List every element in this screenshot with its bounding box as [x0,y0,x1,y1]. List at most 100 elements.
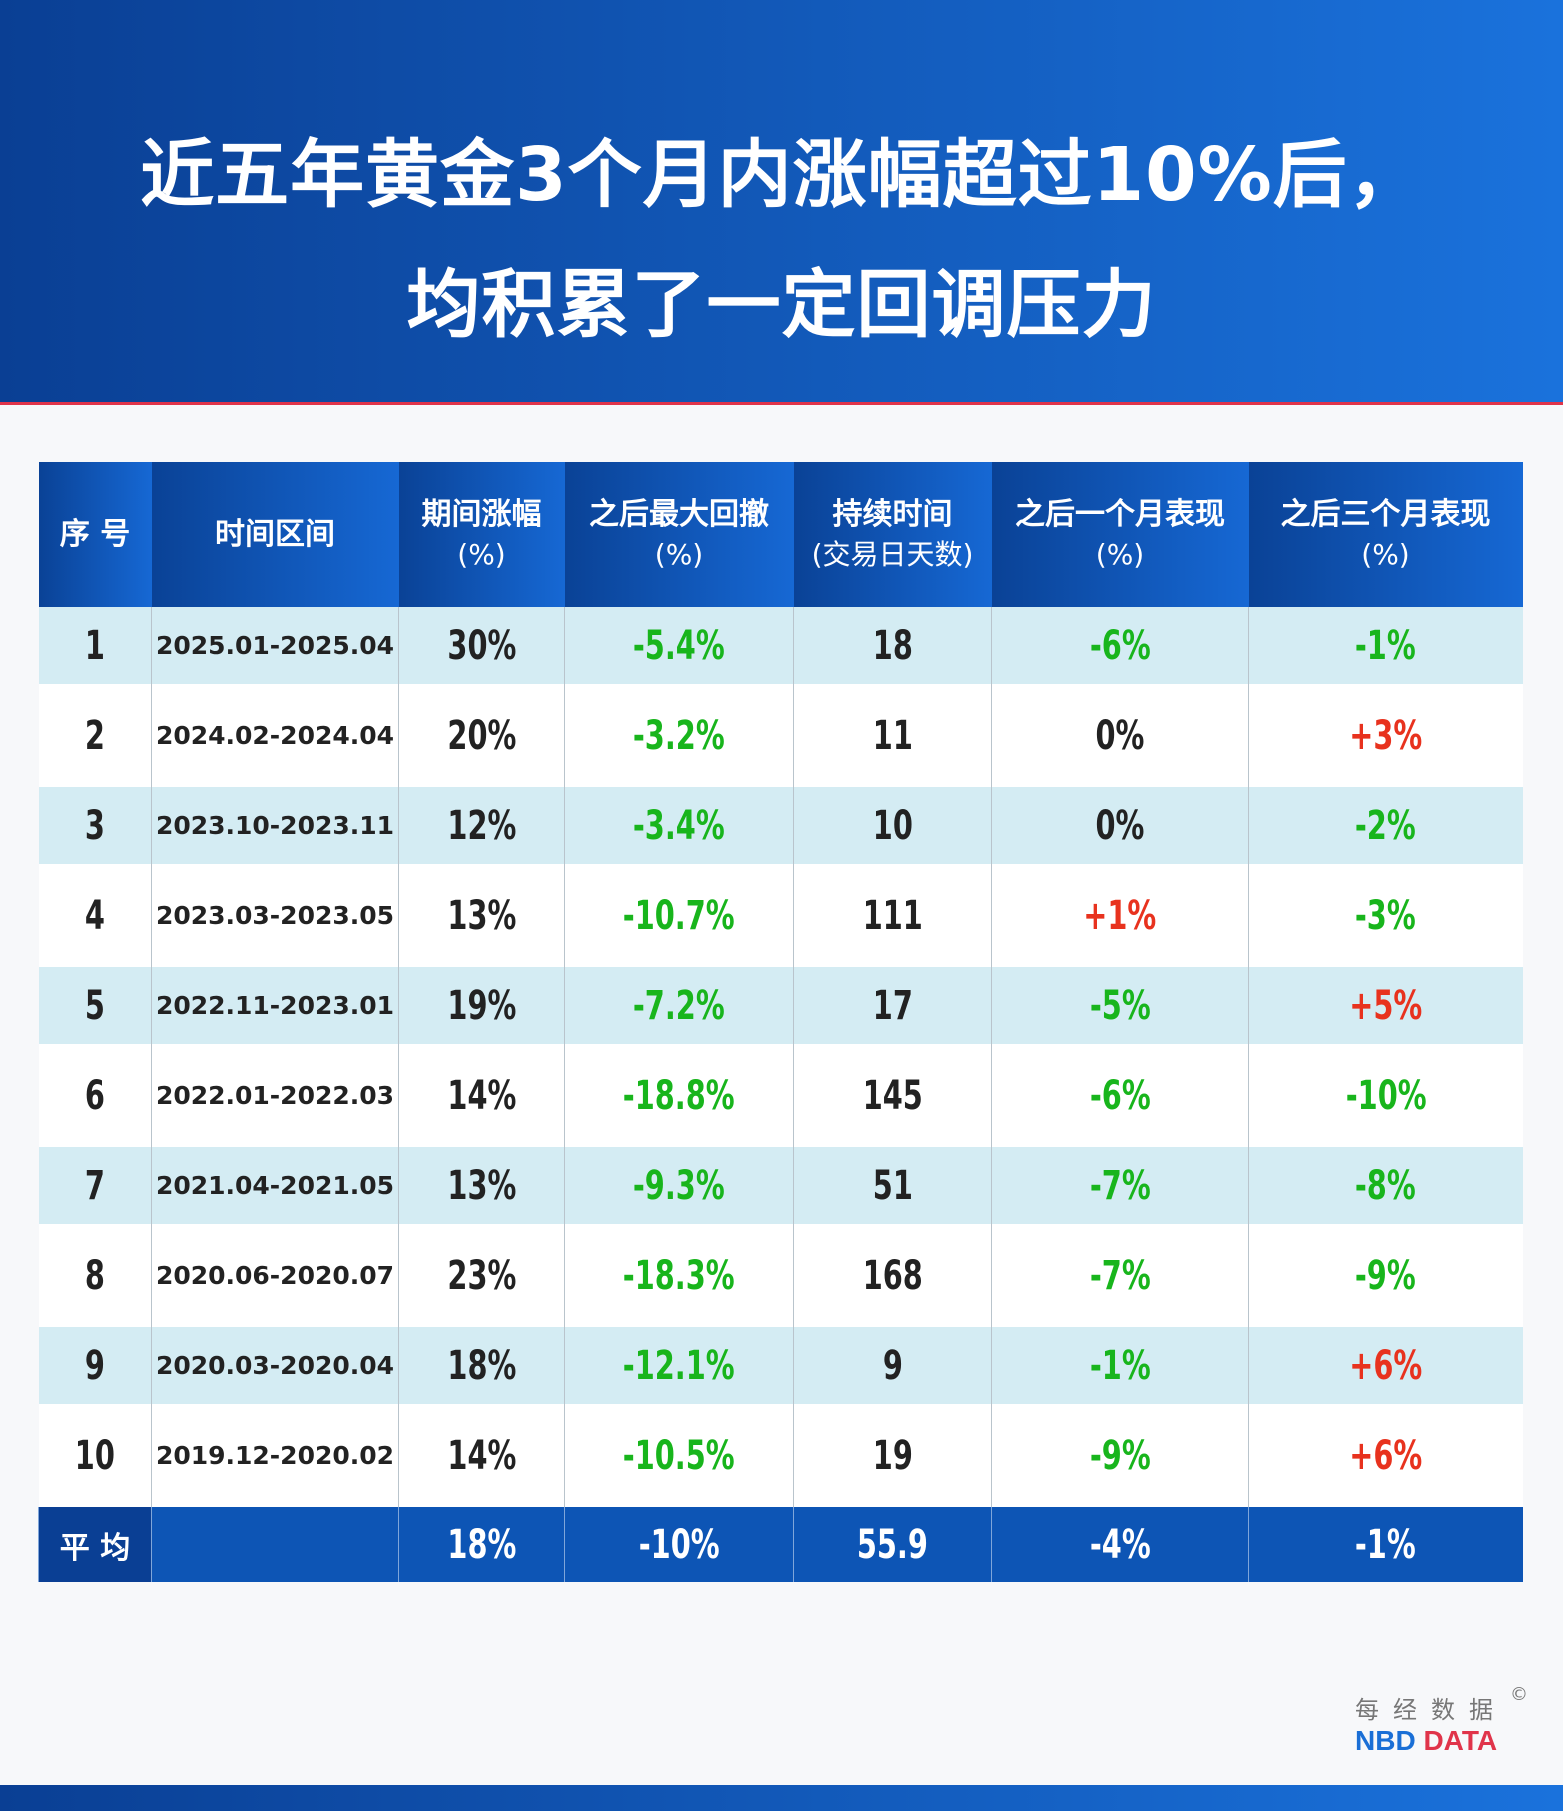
table-row: 1 2025.01-2025.04 30% -5.4% 18 -6% -1% [38,607,1523,684]
table-row: 5 2022.11-2023.01 19% -7.2% 17 -5% +5% [38,967,1523,1044]
table-cell: 168 [793,1224,992,1327]
table-cell: 11 [793,684,992,787]
table-cell: -9.3% [564,1147,794,1224]
table-cell: -12.1% [564,1327,794,1404]
column-header: 时间区间 [151,462,399,607]
table-cell: 2 [38,684,152,787]
table-cell: 55.9 [793,1507,992,1582]
table-row: 6 2022.01-2022.03 14% -18.8% 145 -6% -10% [38,1044,1523,1147]
table-cell: 20% [398,684,565,787]
table-cell: 9 [793,1327,992,1404]
table-cell: 18 [793,607,992,684]
column-header: 之后最大回撤 (%) [564,462,794,607]
nbd-data-logo: 每经数据 © NBD DATA [1355,1684,1528,1756]
table-cell: 10 [38,1404,152,1507]
header-banner: 近五年黄金3个月内涨幅超过10%后， 均积累了一定回调压力 [0,0,1563,405]
table-cell: 7 [38,1147,152,1224]
table-cell: 14% [398,1044,565,1147]
table-cell: -8% [1248,1147,1523,1224]
table-cell: -10% [1248,1044,1523,1147]
table-cell: -5.4% [564,607,794,684]
table-cell: +6% [1248,1404,1523,1507]
table-cell: 111 [793,864,992,967]
table-cell: -5% [991,967,1249,1044]
table-cell: -2% [1248,787,1523,864]
table-cell: 51 [793,1147,992,1224]
table-cell: +3% [1248,684,1523,787]
table-cell: 19% [398,967,565,1044]
table-cell: -1% [991,1327,1249,1404]
table-cell: 8 [38,1224,152,1327]
table-cell: -1% [1248,1507,1523,1582]
table-row: 10 2019.12-2020.02 14% -10.5% 19 -9% +6% [38,1404,1523,1507]
table-header: 序 号时间区间 期间涨幅 (%) 之后最大回撤 (%) 持续时间 (交易日天数) 之后一个月表… [38,462,1523,607]
table-cell: 18% [398,1327,565,1404]
table-cell: 13% [398,1147,565,1224]
table-cell: 2019.12-2020.02 [151,1404,399,1507]
table-row: 2 2024.02-2024.04 20% -3.2% 11 0% +3% [38,684,1523,787]
table-cell: 145 [793,1044,992,1147]
table-cell: 14% [398,1404,565,1507]
table-cell: -3.4% [564,787,794,864]
column-header: 序 号 [38,462,152,607]
table-cell: -18.8% [564,1044,794,1147]
table-cell: 2020.06-2020.07 [151,1224,399,1327]
table-cell: -6% [991,607,1249,684]
table-cell: -3.2% [564,684,794,787]
page-title-line1: 近五年黄金3个月内涨幅超过10%后， [140,132,1423,218]
table-cell: 0% [991,684,1249,787]
page-title-line2: 均积累了一定回调压力 [406,262,1157,348]
table-cell: 2024.02-2024.04 [151,684,399,787]
table-cell: -9% [1248,1224,1523,1327]
table-row: 7 2021.04-2021.05 13% -9.3% 51 -7% -8% [38,1147,1523,1224]
column-header: 之后三个月表现 (%) [1248,462,1523,607]
table-row: 4 2023.03-2023.05 13% -10.7% 111 +1% -3% [38,864,1523,967]
column-header: 持续时间 (交易日天数) [793,462,992,607]
table-cell: -10% [564,1507,794,1582]
table-cell: -10.5% [564,1404,794,1507]
average-row: 平 均 18% -10% 55.9 -4% -1% [38,1507,1523,1582]
table-cell: -7% [991,1224,1249,1327]
table-cell: 2022.01-2022.03 [151,1044,399,1147]
table-cell: -7.2% [564,967,794,1044]
table-cell: 18% [398,1507,565,1582]
table-cell: 23% [398,1224,565,1327]
table-row: 3 2023.10-2023.11 12% -3.4% 10 0% -2% [38,787,1523,864]
table-cell [151,1507,399,1582]
table-cell: 5 [38,967,152,1044]
table-cell: 9 [38,1327,152,1404]
table-cell: 13% [398,864,565,967]
column-header: 之后一个月表现 (%) [991,462,1249,607]
footer-bar [0,1785,1563,1811]
table-cell: 2021.04-2021.05 [151,1147,399,1224]
table-cell: 2020.03-2020.04 [151,1327,399,1404]
table-cell: 平 均 [38,1507,152,1582]
table-cell: 3 [38,787,152,864]
table-cell: 2025.01-2025.04 [151,607,399,684]
table-cell: 17 [793,967,992,1044]
table-cell: -3% [1248,864,1523,967]
table-cell: 2022.11-2023.01 [151,967,399,1044]
data-table: 序 号时间区间 期间涨幅 (%) 之后最大回撤 (%) 持续时间 (交易日天数) 之后一个月表… [38,462,1523,1582]
table-cell: 0% [991,787,1249,864]
table-cell: 6 [38,1044,152,1147]
table-cell: -9% [991,1404,1249,1507]
table-cell: +1% [991,864,1249,967]
table-cell: 12% [398,787,565,864]
table-cell: +5% [1248,967,1523,1044]
table-cell: -7% [991,1147,1249,1224]
table-row: 8 2020.06-2020.07 23% -18.3% 168 -7% -9% [38,1224,1523,1327]
table-cell: 1 [38,607,152,684]
table-cell: -6% [991,1044,1249,1147]
table-row: 9 2020.03-2020.04 18% -12.1% 9 -1% +6% [38,1327,1523,1404]
table-cell: +6% [1248,1327,1523,1404]
table-cell: -4% [991,1507,1249,1582]
table-cell: -18.3% [564,1224,794,1327]
table-cell: 2023.10-2023.11 [151,787,399,864]
table-cell: 4 [38,864,152,967]
table-cell: -1% [1248,607,1523,684]
table-cell: 10 [793,787,992,864]
table-cell: 30% [398,607,565,684]
table-cell: 19 [793,1404,992,1507]
table-cell: 2023.03-2023.05 [151,864,399,967]
